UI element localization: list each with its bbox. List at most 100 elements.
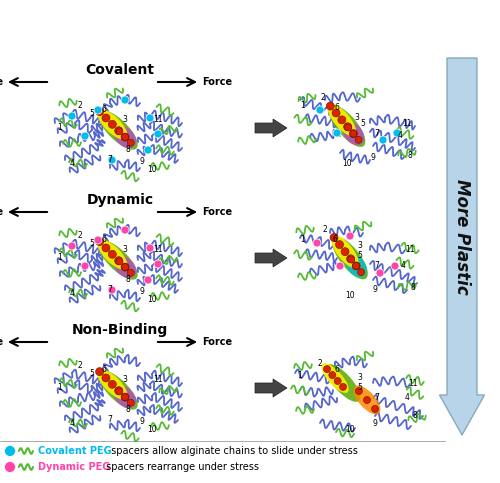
Text: 8: 8 xyxy=(412,412,418,421)
Circle shape xyxy=(68,112,76,120)
Circle shape xyxy=(338,116,346,124)
Circle shape xyxy=(346,255,354,263)
Text: Covalent PEG: Covalent PEG xyxy=(38,446,112,456)
Circle shape xyxy=(346,232,354,240)
Ellipse shape xyxy=(346,254,367,278)
Text: 8: 8 xyxy=(126,275,130,284)
Circle shape xyxy=(94,106,102,114)
Text: 1: 1 xyxy=(58,384,62,393)
Text: 2: 2 xyxy=(78,361,82,370)
Text: 9: 9 xyxy=(140,157,144,167)
Circle shape xyxy=(355,136,362,143)
Circle shape xyxy=(376,269,384,277)
Circle shape xyxy=(94,236,102,244)
Text: 10: 10 xyxy=(147,166,157,174)
Circle shape xyxy=(68,242,76,250)
Text: 9: 9 xyxy=(370,154,376,162)
Ellipse shape xyxy=(114,126,136,148)
Circle shape xyxy=(96,238,104,246)
Circle shape xyxy=(81,132,89,140)
Text: 8: 8 xyxy=(410,284,416,293)
Ellipse shape xyxy=(328,104,356,136)
Circle shape xyxy=(116,388,123,395)
Text: 3: 3 xyxy=(122,115,128,125)
Ellipse shape xyxy=(332,237,368,279)
Text: 1: 1 xyxy=(298,371,302,381)
Text: 4: 4 xyxy=(70,159,74,169)
Circle shape xyxy=(344,123,351,131)
Text: 10: 10 xyxy=(345,426,355,435)
Text: 5: 5 xyxy=(90,240,94,248)
Circle shape xyxy=(116,128,123,135)
Text: 5: 5 xyxy=(360,118,366,128)
Text: 2: 2 xyxy=(318,358,322,368)
Text: 8: 8 xyxy=(126,406,130,414)
Text: 1: 1 xyxy=(58,124,62,132)
Text: 7: 7 xyxy=(374,128,380,138)
Circle shape xyxy=(144,146,152,154)
Circle shape xyxy=(122,394,128,400)
Circle shape xyxy=(108,156,116,164)
Ellipse shape xyxy=(331,235,359,268)
Text: 8: 8 xyxy=(126,145,130,155)
FancyArrow shape xyxy=(255,119,287,137)
Ellipse shape xyxy=(328,105,366,147)
Text: 11: 11 xyxy=(153,375,163,384)
Text: Force: Force xyxy=(202,337,232,347)
Circle shape xyxy=(154,130,162,138)
Text: 5: 5 xyxy=(90,369,94,379)
Circle shape xyxy=(326,102,334,110)
Circle shape xyxy=(352,262,360,270)
Text: Force: Force xyxy=(0,337,3,347)
Ellipse shape xyxy=(114,386,136,408)
Circle shape xyxy=(108,380,116,388)
Text: 11: 11 xyxy=(402,118,412,128)
Ellipse shape xyxy=(98,110,138,150)
Text: 9: 9 xyxy=(372,285,378,295)
Text: 10: 10 xyxy=(345,292,355,300)
Circle shape xyxy=(333,129,341,137)
Ellipse shape xyxy=(354,385,380,414)
Text: spacers allow alginate chains to slide under stress: spacers allow alginate chains to slide u… xyxy=(108,446,358,456)
Circle shape xyxy=(108,250,116,258)
Circle shape xyxy=(329,371,336,379)
Circle shape xyxy=(108,286,116,294)
Text: 2: 2 xyxy=(320,94,326,102)
Circle shape xyxy=(350,130,357,137)
Text: 2: 2 xyxy=(322,226,328,235)
Ellipse shape xyxy=(326,364,360,402)
Text: 2: 2 xyxy=(78,101,82,111)
Text: 7: 7 xyxy=(374,394,380,402)
Text: Force: Force xyxy=(0,207,3,217)
Text: 8: 8 xyxy=(408,152,412,160)
Text: 1: 1 xyxy=(300,101,306,111)
Text: 1: 1 xyxy=(58,254,62,262)
Circle shape xyxy=(127,269,134,276)
Circle shape xyxy=(102,244,110,252)
Text: 3: 3 xyxy=(358,242,362,251)
Circle shape xyxy=(114,127,122,135)
Text: More Plastic: More Plastic xyxy=(453,179,471,294)
Ellipse shape xyxy=(98,241,138,280)
Circle shape xyxy=(96,368,104,376)
Text: 10: 10 xyxy=(342,158,352,168)
Ellipse shape xyxy=(322,363,348,393)
Text: Force: Force xyxy=(0,77,3,87)
Text: Covalent: Covalent xyxy=(86,63,154,77)
Circle shape xyxy=(352,262,360,270)
FancyArrow shape xyxy=(255,379,287,397)
Text: 6: 6 xyxy=(334,366,340,374)
Text: 6: 6 xyxy=(332,236,338,244)
Circle shape xyxy=(121,96,129,104)
Text: 5: 5 xyxy=(358,252,362,260)
Ellipse shape xyxy=(97,369,128,399)
Text: 6: 6 xyxy=(102,105,106,114)
Text: 11: 11 xyxy=(408,379,418,387)
Text: 4: 4 xyxy=(404,394,409,402)
Circle shape xyxy=(114,387,122,395)
Text: Force: Force xyxy=(202,207,232,217)
Text: 4: 4 xyxy=(400,261,406,270)
Text: spacers rearrange under stress: spacers rearrange under stress xyxy=(103,462,259,472)
Circle shape xyxy=(341,248,349,256)
Circle shape xyxy=(146,114,154,122)
